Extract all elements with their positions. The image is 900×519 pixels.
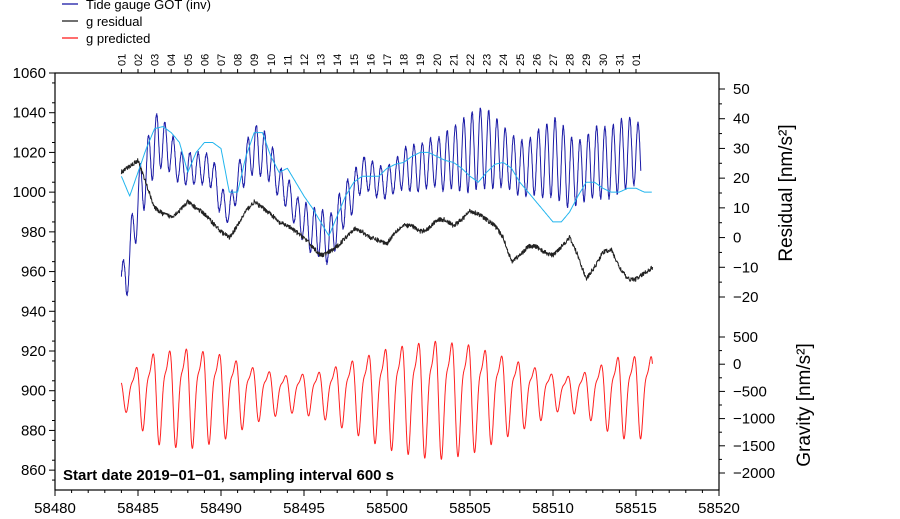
bottom-tick-label: 58480 — [34, 500, 76, 517]
gravity-tick-label: −1500 — [733, 438, 775, 455]
series-layer — [120, 107, 654, 460]
legend-label: Tide gauge GOT (inv) — [86, 0, 211, 12]
gravity-axis: 500 0 −500 −1000 −1500 −2000 Gravity [nm/s²] — [718, 329, 815, 482]
top-day-label: 17 — [382, 54, 394, 66]
bottom-tick-label: 58510 — [532, 500, 574, 517]
top-day-label: 04 — [166, 54, 178, 66]
top-day-label: 01 — [631, 54, 643, 66]
chart-annotation: Start date 2019−01−01, sampling interval… — [63, 467, 394, 484]
top-day-label: 07 — [216, 54, 228, 66]
gravity-tick-label: 0 — [733, 356, 741, 373]
top-day-label: 14 — [332, 54, 344, 66]
left-tick-label: 1020 — [13, 144, 46, 161]
top-day-label: 11 — [282, 55, 294, 66]
residual-tick-label: −20 — [733, 289, 758, 306]
gravity-tick-label: −2000 — [733, 465, 775, 482]
bottom-axis: 58480 58485 58490 58495 58500 58505 58510 58515… — [34, 490, 740, 517]
bottom-tick-label: 58500 — [366, 500, 408, 517]
residual-axis: 50 40 30 20 10 0 −10 −20 Residual [nm/s²] — [718, 81, 797, 306]
top-day-label: 16 — [365, 54, 377, 66]
top-day-label: 19 — [415, 54, 427, 66]
legend-label: g residual — [86, 14, 142, 29]
top-day-label: 10 — [266, 54, 278, 66]
g-residual-line — [120, 158, 654, 282]
top-day-label: 03 — [150, 54, 162, 66]
top-day-label: 25 — [515, 54, 527, 66]
left-tick-label: 1040 — [13, 105, 46, 122]
top-day-label: 06 — [199, 54, 211, 66]
top-day-label: 18 — [399, 54, 411, 66]
top-day-label: 15 — [349, 54, 361, 66]
top-day-label: 12 — [299, 54, 311, 66]
top-day-label: 24 — [498, 54, 510, 66]
top-day-label: 26 — [531, 54, 543, 66]
bottom-tick-label: 58505 — [449, 500, 491, 517]
left-tick-label: 880 — [21, 422, 46, 439]
residual-tick-label: 20 — [733, 170, 750, 187]
top-day-label: 22 — [465, 54, 477, 66]
residual-tick-label: −10 — [733, 259, 758, 276]
residual-tick-label: 10 — [733, 200, 750, 217]
top-day-label: 27 — [548, 54, 560, 66]
tide-gauge-line — [120, 107, 642, 297]
bottom-tick-label: 58520 — [698, 500, 740, 517]
residual-axis-title: Residual [nm/s²] — [776, 124, 797, 261]
top-day-label: 28 — [565, 54, 577, 66]
bottom-tick-label: 58515 — [615, 500, 657, 517]
left-tick-label: 940 — [21, 303, 46, 320]
left-tick-label: 1000 — [13, 184, 46, 201]
legend-label: g predicted — [86, 31, 150, 46]
top-day-label: 01 — [116, 54, 128, 66]
top-day-label: 21 — [448, 54, 460, 66]
gravity-axis-title: Gravity [nm/s²] — [794, 343, 815, 467]
residual-tick-label: 30 — [733, 140, 750, 157]
top-day-label: 09 — [249, 54, 261, 66]
gravity-tick-label: −1000 — [733, 411, 775, 428]
top-day-label: 05 — [183, 54, 195, 66]
top-day-axis: 01 02 03 04 05 06 07 08 09 10 11 12 13 14 15 16 17 18 19 20… — [116, 54, 643, 73]
top-day-label: 29 — [581, 54, 593, 66]
gravity-tick-label: −500 — [733, 383, 767, 400]
top-day-label: 08 — [233, 54, 245, 66]
top-day-label: 20 — [432, 54, 444, 66]
gravity-tick-label: 500 — [733, 329, 758, 346]
legend: Tide gauge GOT (inv) g residual g predicte… — [62, 0, 211, 46]
residual-tick-label: 40 — [733, 111, 750, 128]
left-tick-label: 1060 — [13, 65, 46, 82]
top-day-label: 31 — [614, 54, 626, 66]
cyan-series-line — [120, 126, 652, 237]
bottom-tick-label: 58485 — [117, 500, 159, 517]
g-predicted-line — [120, 340, 653, 460]
left-tick-label: 860 — [21, 462, 46, 479]
residual-tick-label: 50 — [733, 81, 750, 98]
top-day-label: 02 — [133, 54, 145, 66]
left-tick-label: 920 — [21, 343, 46, 360]
left-tick-label: 960 — [21, 264, 46, 281]
residual-tick-label: 0 — [733, 230, 741, 247]
top-day-label: 23 — [482, 54, 494, 66]
left-tick-label: 980 — [21, 224, 46, 241]
top-day-label: 13 — [316, 54, 328, 66]
bottom-tick-label: 58495 — [283, 500, 325, 517]
left-tick-label: 900 — [21, 383, 46, 400]
left-axis: 860 880 900 920 940 960 980 1000 1020 1040 1060 — [13, 65, 55, 481]
bottom-tick-label: 58490 — [200, 500, 242, 517]
top-day-label: 30 — [598, 54, 610, 66]
